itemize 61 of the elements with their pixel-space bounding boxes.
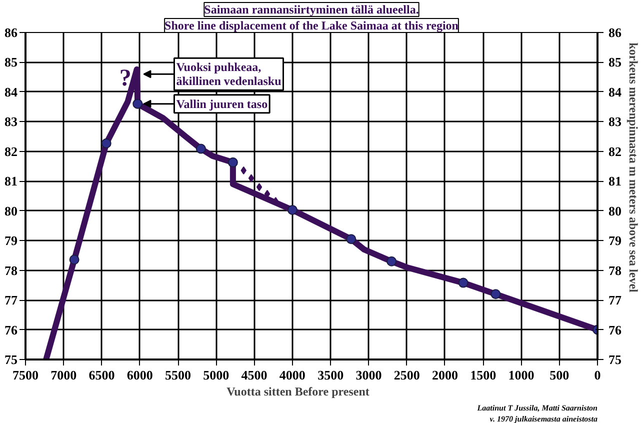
x-axis-title: Vuotta sitten Before present (226, 384, 370, 398)
point (69, 254, 80, 265)
x-tick-label: 7500 (12, 368, 38, 382)
y-tick-label: 84 (4, 84, 18, 100)
y2-tick-label: 83 (608, 114, 622, 130)
annotation: Vuoksi puhkeaa, äkillinen vedenlasku (176, 60, 282, 88)
x-tick-label: 7000 (50, 368, 77, 382)
y2-tick-label: 78 (608, 262, 622, 278)
point (256, 183, 262, 192)
y-tick-label: 82 (4, 144, 18, 159)
y2-tick-label: 86 (608, 25, 622, 40)
x-tick-label: 1000 (508, 368, 534, 382)
point (287, 204, 298, 215)
annotation: ? (119, 65, 132, 92)
y-tick-label: 80 (4, 203, 18, 218)
text: Laatinut T Jussila, Matti Saarniston (476, 404, 598, 412)
y2-tick-label: 85 (608, 54, 622, 70)
y-tick-label: 78 (4, 262, 18, 278)
y-tick-label: 79 (4, 233, 18, 248)
annotation: Vallin juuren taso (176, 96, 268, 111)
x-tick-label: 1500 (470, 368, 496, 382)
x-tick-label: 6000 (126, 368, 153, 382)
x-tick-label: 500 (550, 368, 570, 382)
y2-tick-label: 77 (608, 292, 622, 308)
x-tick-label: 2500 (394, 368, 420, 382)
point (346, 234, 356, 244)
point (101, 138, 112, 148)
x-tick-label: 3500 (318, 368, 344, 382)
y-tick-label: 75 (4, 352, 18, 367)
point (490, 289, 501, 300)
x-tick-label: 2000 (432, 368, 458, 382)
x-tick-label: 0 (594, 368, 601, 382)
point (196, 144, 206, 154)
point (132, 98, 143, 109)
y-tick-label: 83 (4, 114, 18, 130)
y-tick-label: 77 (4, 292, 18, 308)
x-tick-label: 3000 (356, 368, 382, 382)
point (458, 278, 468, 288)
y2-tick-label: 75 (608, 352, 622, 367)
y2-tick-label: 81 (608, 174, 622, 189)
chart-title: Saimaan rannansiirtyminen tällä alueella. (204, 2, 419, 16)
x-tick-label: 4000 (279, 368, 306, 382)
y2-axis-title: korkeus merenpinnasta m meters above sea level (626, 42, 640, 294)
point (248, 174, 254, 182)
point (386, 256, 397, 266)
y2-tick-label: 84 (608, 84, 622, 100)
point (240, 166, 246, 174)
x-tick-label: 5000 (203, 368, 230, 382)
x-tick-label: 6500 (88, 368, 115, 382)
y2-tick-label: 80 (608, 203, 622, 218)
x-tick-label: 5500 (165, 368, 192, 382)
y-tick-label: 85 (4, 54, 18, 70)
y-tick-label: 76 (4, 322, 18, 338)
y-tick-label: 86 (4, 25, 18, 40)
y-tick-label: 81 (4, 174, 18, 189)
y2-tick-label: 82 (608, 144, 622, 159)
text: v. 1970 julkaisemasta aineistosta (490, 414, 598, 423)
y2-tick-label: 79 (608, 233, 622, 248)
x-tick-label: 4500 (241, 368, 268, 382)
point (228, 157, 238, 168)
y2-tick-label: 76 (608, 322, 622, 338)
